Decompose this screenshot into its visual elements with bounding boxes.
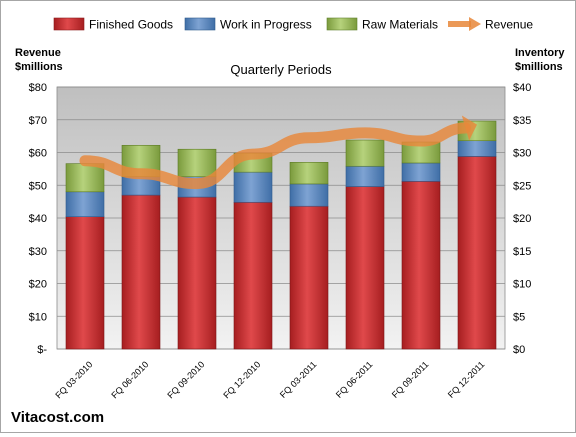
y-left-tick-label: $10 [29, 311, 47, 323]
bar-work-in-progress [401, 162, 441, 182]
bar-work-in-progress [289, 183, 329, 207]
y-left-tick-label: $80 [29, 82, 47, 94]
legend-swatch-raw-materials [326, 17, 358, 31]
bar-work-in-progress [457, 140, 497, 157]
bar-finished-goods [121, 194, 161, 350]
bar-raw-materials [345, 139, 385, 167]
bar-work-in-progress [345, 165, 385, 187]
revenue-arrowhead [461, 115, 477, 141]
x-tick-label: FQ 09-2011 [390, 359, 431, 400]
y-right-title-line2: $millions [515, 61, 563, 73]
bar-finished-goods [289, 205, 329, 350]
legend-swatch-finished-goods [53, 17, 85, 31]
x-tick-label: FQ 12-2011 [446, 359, 487, 400]
y-right-tick-label: $5 [513, 311, 525, 323]
revenue-line [79, 122, 471, 190]
y-right-tick-label: $20 [513, 213, 531, 225]
y-right-tick-label: $15 [513, 246, 531, 258]
bar-finished-goods [233, 201, 273, 350]
bar-raw-materials [65, 163, 105, 193]
bar-raw-materials [177, 148, 217, 178]
y-right-title-line1: Inventory [515, 47, 565, 59]
bar-finished-goods [345, 186, 385, 350]
y-right-ticks: $0 $5 $10 $15 $20 $25 $30 $35 $40 [513, 82, 531, 356]
y-right-tick-label: $10 [513, 279, 531, 291]
y-left-tick-label: $30 [29, 246, 47, 258]
y-left-tick-label: $- [37, 344, 47, 356]
y-left-title-line1: Revenue [15, 47, 61, 59]
bar-finished-goods [457, 156, 497, 350]
y-right-tick-label: $0 [513, 344, 525, 356]
legend-label-work-in-progress: Work in Progress [220, 18, 312, 32]
bar-finished-goods [65, 216, 105, 350]
legend-label-revenue: Revenue [485, 18, 533, 32]
x-tick-label: FQ 09-2010 [165, 359, 206, 400]
x-tick-label: FQ 03-2010 [53, 359, 94, 400]
bar-raw-materials [289, 162, 329, 185]
bar-work-in-progress [233, 171, 273, 203]
y-left-title-line2: $millions [15, 61, 63, 73]
legend-arrow-revenue [469, 17, 481, 31]
legend-label-finished-goods: Finished Goods [89, 18, 173, 32]
bar-finished-goods [177, 196, 217, 350]
x-tick-label: FQ 12-2010 [221, 359, 262, 400]
y-left-tick-label: $70 [29, 115, 47, 127]
legend-label-raw-materials: Raw Materials [362, 18, 438, 32]
y-right-tick-label: $25 [513, 180, 531, 192]
y-right-tick-label: $40 [513, 82, 531, 94]
x-tick-label: FQ 06-2011 [334, 359, 375, 400]
y-left-tick-label: $20 [29, 279, 47, 291]
y-left-tick-label: $50 [29, 180, 47, 192]
y-right-tick-label: $30 [513, 148, 531, 160]
y-left-ticks: $- $10 $20 $30 $40 $50 $60 $70 $80 [29, 82, 48, 356]
x-tick-label: FQ 06-2010 [109, 359, 150, 400]
x-tick-labels: FQ 03-2010 FQ 06-2010 FQ 09-2010 FQ 12-2010… [53, 359, 486, 400]
chart-subtitle: Quarterly Periods [230, 62, 332, 77]
x-tick-label: FQ 03-2011 [278, 359, 319, 400]
y-right-tick-label: $35 [513, 115, 531, 127]
brand-label: Vitacost.com [11, 409, 104, 426]
revenue-series [79, 115, 477, 190]
y-left-tick-label: $60 [29, 148, 47, 160]
bar-work-in-progress [65, 191, 105, 217]
legend: Finished Goods Work in Progress Raw Mate… [53, 17, 533, 32]
y-left-tick-label: $40 [29, 213, 47, 225]
bar-finished-goods [401, 181, 441, 350]
legend-swatch-work-in-progress [184, 17, 216, 31]
